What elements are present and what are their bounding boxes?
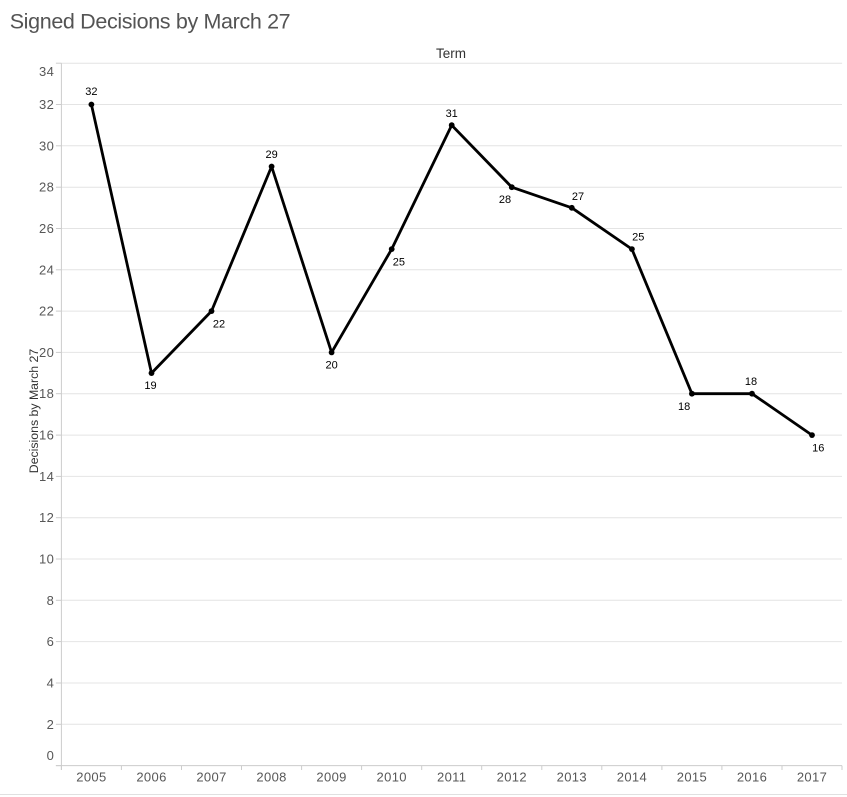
svg-text:22: 22: [39, 304, 54, 319]
svg-text:8: 8: [47, 593, 55, 608]
svg-text:18: 18: [39, 386, 54, 401]
svg-text:2007: 2007: [196, 770, 226, 785]
svg-text:2012: 2012: [497, 770, 527, 785]
svg-text:2016: 2016: [737, 770, 767, 785]
svg-text:2015: 2015: [677, 770, 707, 785]
svg-text:26: 26: [39, 221, 54, 236]
svg-text:29: 29: [265, 149, 277, 161]
svg-text:25: 25: [393, 257, 405, 269]
svg-text:2011: 2011: [437, 770, 466, 785]
svg-text:4: 4: [47, 676, 55, 691]
svg-text:27: 27: [572, 191, 584, 203]
svg-text:28: 28: [499, 194, 511, 206]
svg-text:22: 22: [213, 319, 225, 331]
svg-text:Signed Decisions by March 27: Signed Decisions by March 27: [10, 9, 291, 33]
svg-text:31: 31: [446, 108, 458, 120]
svg-text:2014: 2014: [617, 770, 647, 785]
svg-text:16: 16: [39, 428, 54, 443]
svg-text:34: 34: [39, 64, 54, 79]
svg-text:10: 10: [39, 552, 54, 567]
svg-text:2006: 2006: [136, 770, 166, 785]
svg-text:6: 6: [47, 634, 55, 649]
svg-text:18: 18: [678, 401, 690, 413]
svg-text:2009: 2009: [316, 770, 346, 785]
svg-text:2: 2: [47, 717, 55, 732]
svg-text:32: 32: [85, 86, 97, 98]
svg-text:20: 20: [325, 360, 337, 372]
svg-text:16: 16: [812, 442, 824, 454]
svg-text:0: 0: [47, 748, 55, 763]
svg-text:30: 30: [39, 138, 54, 153]
svg-text:2017: 2017: [797, 770, 827, 785]
svg-text:28: 28: [39, 180, 54, 195]
svg-text:2010: 2010: [377, 770, 407, 785]
svg-text:Term: Term: [436, 46, 466, 61]
svg-text:2008: 2008: [256, 770, 286, 785]
svg-text:12: 12: [39, 510, 54, 525]
svg-text:18: 18: [745, 376, 757, 388]
svg-text:2005: 2005: [76, 770, 106, 785]
svg-text:32: 32: [39, 97, 54, 112]
svg-text:25: 25: [632, 232, 644, 244]
svg-text:2013: 2013: [557, 770, 587, 785]
svg-text:Decisions by March 27: Decisions by March 27: [27, 349, 41, 474]
svg-text:14: 14: [39, 469, 54, 484]
svg-text:24: 24: [39, 262, 54, 277]
svg-text:19: 19: [144, 380, 156, 392]
svg-text:20: 20: [39, 345, 54, 360]
